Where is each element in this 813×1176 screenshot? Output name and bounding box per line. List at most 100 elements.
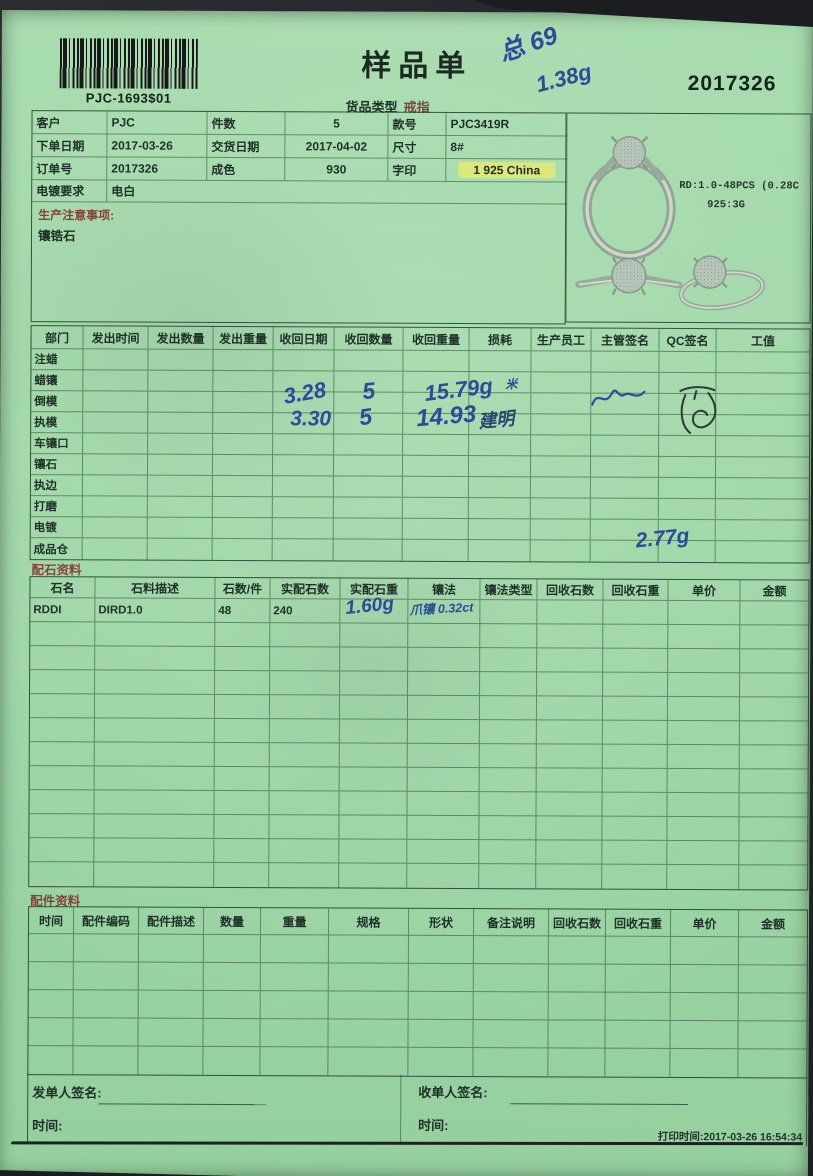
cell: [215, 622, 271, 647]
cell: [213, 391, 274, 413]
cell: [531, 393, 592, 414]
cell: [147, 475, 213, 496]
cell: [531, 435, 592, 456]
column-header: 收回日期: [273, 327, 335, 350]
cell: [213, 412, 274, 434]
cell: [339, 791, 408, 815]
cell: [272, 518, 334, 539]
empty-row: [30, 646, 809, 674]
production-notes-value: 镶锆石: [37, 229, 76, 244]
cell: [273, 434, 335, 455]
cell: [408, 1047, 474, 1077]
cell: [214, 718, 270, 743]
cell: [82, 538, 148, 560]
cell: [138, 934, 204, 962]
cell: [408, 991, 474, 1020]
cell: [739, 965, 807, 992]
cell: [147, 454, 214, 475]
column-header: 损耗: [469, 328, 532, 351]
cell: [408, 671, 481, 696]
cell: [214, 766, 270, 791]
cell: [94, 838, 215, 862]
cell: [339, 815, 408, 839]
column-header: 金额: [762, 583, 787, 598]
column-header: 发出数量: [148, 326, 214, 349]
department-label: 车镶口: [31, 433, 84, 454]
cell: [591, 435, 660, 456]
cell: [212, 517, 273, 539]
cell: [333, 518, 403, 539]
cell: [94, 766, 215, 790]
cell: [536, 696, 604, 720]
cell: [479, 768, 537, 792]
info-label: 字印: [388, 158, 447, 182]
cell: [82, 496, 148, 517]
cell: [659, 351, 717, 373]
cell: [203, 1046, 261, 1076]
cell: [94, 814, 215, 838]
cell: [214, 862, 270, 888]
column-header: QC签名: [659, 328, 717, 352]
cell: [339, 695, 409, 719]
cell: [667, 864, 740, 890]
cell: [147, 538, 213, 560]
cell: [30, 622, 96, 646]
receiver-signature-line: [510, 1103, 689, 1106]
cell: [339, 839, 408, 863]
column-header: 收回数量: [334, 327, 404, 350]
stone-table-empty-body: [29, 622, 809, 890]
empty-row: [29, 694, 809, 722]
column-header: 单价: [670, 909, 740, 937]
column-header: 生产员工: [531, 328, 592, 351]
cell: [740, 745, 808, 768]
info-label: 交货日期: [207, 134, 286, 159]
cell: [28, 962, 74, 990]
cell: [602, 864, 668, 889]
cell: [29, 694, 96, 718]
cell: [328, 1019, 409, 1047]
cell: [339, 743, 408, 767]
column-header: 数量: [203, 907, 262, 935]
process-table-header: 部门 发出时间 发出数量 发出重量 收回日期 收回数量 收回重量 损耗 生产员工 主管签名 QC签名…: [31, 326, 810, 353]
cell: [740, 769, 808, 792]
column-header: 单价: [668, 579, 741, 601]
department-label: 电镀: [30, 517, 83, 538]
cell: [479, 696, 538, 720]
cell: [272, 539, 334, 561]
cell: [407, 743, 480, 768]
info-label: 成色: [207, 157, 286, 182]
info-label: 订单号: [32, 157, 108, 181]
ring-metal-spec: 925:3G: [707, 199, 745, 212]
column-header: 重量: [260, 908, 330, 935]
cell: [469, 435, 532, 456]
cell: [213, 349, 274, 371]
cell: [668, 648, 741, 673]
cell: [590, 498, 659, 519]
cell: [213, 370, 274, 392]
ring-views-drawing: [575, 135, 765, 311]
empty-row: [29, 838, 808, 866]
cell: [94, 742, 215, 766]
cell: [272, 497, 334, 518]
column-header: 发出重量: [213, 326, 274, 350]
cell: [147, 517, 213, 538]
handwritten-filing-return-weight: 14.93: [415, 400, 478, 433]
cell: [94, 790, 215, 814]
cell: [603, 600, 669, 624]
cell: [214, 814, 270, 839]
handwritten-worker-name: 建明: [477, 408, 516, 432]
cell: [536, 816, 603, 840]
cell: [269, 839, 340, 863]
empty-row: [30, 622, 809, 650]
cell: [147, 496, 213, 517]
cell: [95, 646, 216, 670]
cell: [203, 962, 261, 991]
department-label: 打磨: [30, 496, 83, 517]
cell: [667, 744, 740, 769]
cell: [468, 519, 531, 540]
cell: [716, 436, 809, 456]
sample-order-form-sheet: PJC-1693$01 样品单 货品类型 戒指 2017326 总 69 1.38…: [0, 10, 813, 1176]
cell: [30, 646, 96, 670]
cell: [537, 648, 604, 672]
cell: [473, 1020, 549, 1048]
